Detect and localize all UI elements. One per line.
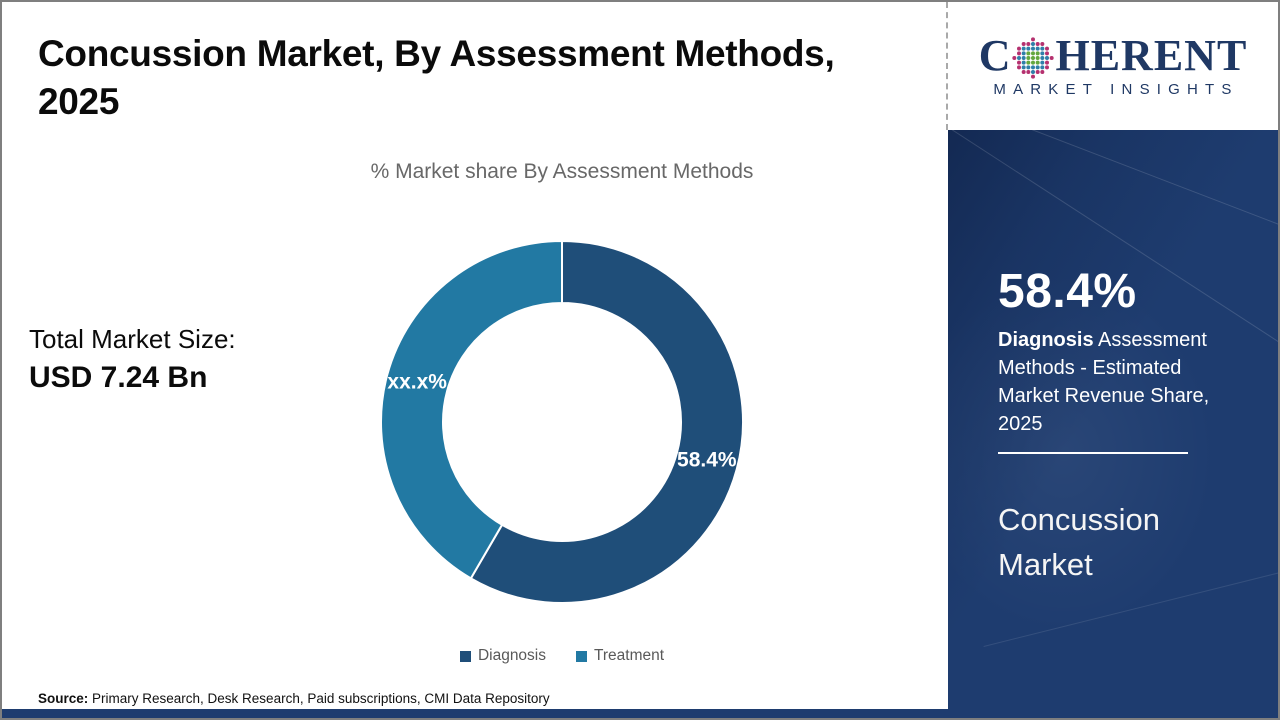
- donut-slice-diagnosis: [469, 239, 744, 604]
- globe-dot: [1022, 42, 1027, 46]
- globe-dot: [1045, 65, 1050, 70]
- globe-dot: [1017, 51, 1022, 56]
- logo-subtitle: MARKET INSIGHTS: [993, 81, 1239, 98]
- globe-dot: [1040, 60, 1045, 65]
- logo-text-suffix: HERENT: [1055, 31, 1248, 80]
- globe-dot: [1036, 60, 1041, 65]
- globe-dot: [1026, 65, 1031, 70]
- globe-dot: [1031, 60, 1036, 65]
- sidebar: 58.4% Diagnosis Assessment Methods - Est…: [948, 130, 1278, 718]
- legend-swatch-icon: [576, 650, 587, 662]
- globe-dot: [1022, 51, 1027, 56]
- slice-label-treatment: xx.x%: [387, 370, 447, 393]
- globe-dot: [1017, 56, 1022, 60]
- source-text: Primary Research, Desk Research, Paid su…: [88, 691, 550, 706]
- globe-dot: [1031, 51, 1036, 56]
- page-title: Concussion Market, By Assessment Methods…: [38, 33, 835, 123]
- legend-label: Diagnosis: [477, 647, 546, 664]
- globe-dot: [1036, 46, 1041, 51]
- brand-logo: C HERENT MARKET INSIGHTS: [948, 2, 1278, 130]
- legend-item-diagnosis: Diagnosis: [459, 647, 546, 665]
- sidebar-market-name: Concussion Market: [998, 502, 1160, 582]
- slice-label-diagnosis: 58.4%: [677, 449, 737, 472]
- globe-dot: [1031, 65, 1036, 70]
- globe-dot: [1036, 70, 1041, 74]
- legend-item-treatment: Treatment: [576, 647, 664, 665]
- logo-text-prefix: C: [978, 31, 1012, 80]
- globe-dot: [1026, 51, 1031, 56]
- sidebar-stat-text: Assessment Methods - Estimated Market Re…: [998, 329, 1210, 435]
- globe-dot: [1026, 70, 1031, 74]
- globe-dot: [1040, 65, 1045, 70]
- globe-dots-icon: [1012, 37, 1055, 79]
- globe-dot: [1040, 51, 1045, 56]
- globe-dot: [1045, 56, 1050, 60]
- globe-dot: [1017, 65, 1022, 70]
- sidebar-stat-description: Diagnosis Assessment Methods - Estimated…: [998, 326, 1230, 438]
- globe-dot: [1045, 60, 1050, 65]
- legend-swatch-icon: [459, 650, 471, 662]
- sidebar-divider: [998, 452, 1188, 454]
- globe-dot: [1050, 56, 1055, 60]
- globe-dot: [1017, 46, 1022, 51]
- globe-dot: [1036, 51, 1041, 56]
- sidebar-stat-segment: Diagnosis: [998, 329, 1094, 351]
- globe-dot: [1022, 56, 1027, 60]
- bottom-accent-bar: [2, 709, 1278, 718]
- globe-dot: [1031, 46, 1036, 51]
- globe-dot: [1022, 60, 1027, 65]
- chart-legend: Diagnosis Treatment: [202, 647, 922, 665]
- legend-label: Treatment: [594, 647, 665, 664]
- globe-dot: [1012, 56, 1017, 60]
- globe-dot: [1026, 56, 1031, 60]
- logo-wordmark: C HERENT: [978, 31, 1248, 80]
- donut-slice-treatment: [380, 239, 563, 580]
- globe-dot: [1022, 70, 1027, 74]
- globe-dot: [1026, 46, 1031, 51]
- globe-dot: [1045, 51, 1050, 56]
- chart-title: % Market share By Assessment Methods: [370, 160, 754, 183]
- globe-dot: [1040, 42, 1045, 46]
- globe-dot: [1040, 46, 1045, 51]
- sidebar-stat-value: 58.4%: [998, 265, 1137, 318]
- globe-dot: [1017, 60, 1022, 65]
- donut-chart: 58.4% xx.x%: [380, 239, 744, 604]
- total-market-size-value: USD 7.24 Bn: [29, 361, 208, 394]
- source-note: Source: Primary Research, Desk Research,…: [38, 691, 550, 706]
- globe-dot: [1036, 42, 1041, 46]
- globe-dot: [1036, 65, 1041, 70]
- globe-dot: [1031, 74, 1036, 79]
- globe-dot: [1045, 46, 1050, 51]
- globe-dot: [1022, 65, 1027, 70]
- globe-dot: [1026, 42, 1031, 46]
- total-market-size-label: Total Market Size:: [29, 324, 236, 354]
- globe-dot: [1022, 46, 1027, 51]
- map-texture-line: [948, 130, 1278, 243]
- total-market-size: Total Market Size: USD 7.24 Bn: [29, 324, 236, 395]
- source-label: Source:: [38, 691, 89, 706]
- header-dashed-divider: [946, 2, 948, 130]
- globe-dot: [1040, 70, 1045, 74]
- globe-dot: [1040, 56, 1045, 60]
- globe-dot: [1031, 56, 1036, 60]
- globe-dot: [1036, 56, 1041, 60]
- globe-dot: [1031, 37, 1036, 42]
- globe-dot: [1031, 70, 1036, 74]
- globe-dot: [1031, 42, 1036, 46]
- globe-dot: [1026, 60, 1031, 65]
